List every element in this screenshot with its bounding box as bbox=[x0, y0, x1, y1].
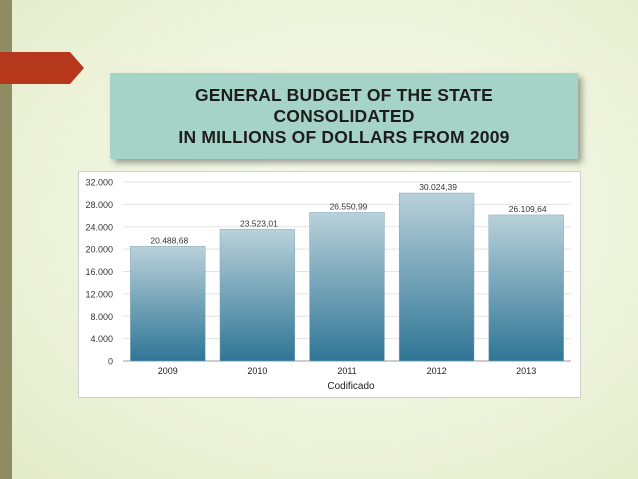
x-tick-label: 2010 bbox=[247, 366, 267, 376]
y-tick-label: 0 bbox=[108, 357, 113, 367]
x-tick-label: 2011 bbox=[337, 366, 356, 376]
y-tick-label: 24.000 bbox=[85, 222, 113, 232]
bar-2013 bbox=[488, 214, 564, 362]
bar-value-label: 23.523,01 bbox=[240, 218, 278, 228]
chart-panel: 0 4.000 8.000 12.000 16.000 20.000 24.000 28.00… bbox=[78, 171, 581, 398]
y-tick-label: 12.000 bbox=[85, 289, 113, 299]
y-tick-label: 4.000 bbox=[90, 334, 113, 344]
bar-chart: 0 4.000 8.000 12.000 16.000 20.000 24.000 28.00… bbox=[85, 178, 571, 392]
title-line-2: CONSOLIDATED bbox=[273, 105, 415, 126]
bar-2009 bbox=[130, 246, 206, 362]
arrow-tab-shape bbox=[0, 52, 84, 84]
bar-2012 bbox=[398, 192, 475, 362]
bar-2010 bbox=[219, 229, 296, 362]
y-tick-label: 8.000 bbox=[90, 312, 113, 322]
bar-value-label: 30.024,39 bbox=[419, 182, 457, 192]
bar-2011 bbox=[309, 212, 385, 362]
left-accent-bar bbox=[0, 0, 12, 479]
bar-value-label: 26.550,99 bbox=[330, 201, 368, 211]
y-tick-label: 16.000 bbox=[85, 267, 113, 277]
y-tick-label: 32.000 bbox=[85, 178, 113, 188]
y-tick-label: 20.000 bbox=[85, 245, 113, 255]
x-tick-label: 2009 bbox=[158, 366, 178, 376]
x-tick-label: 2013 bbox=[516, 366, 536, 376]
bar-value-label: 20.488,68 bbox=[150, 235, 188, 245]
y-tick-label: 28.000 bbox=[85, 200, 113, 210]
x-tick-label: 2012 bbox=[427, 366, 447, 376]
title-line-3: IN MILLIONS OF DOLLARS FROM 2009 bbox=[178, 126, 510, 147]
bar-value-label: 26.109,64 bbox=[509, 204, 547, 214]
title-line-1: GENERAL BUDGET OF THE STATE bbox=[194, 84, 494, 105]
x-axis-label: Codificado bbox=[327, 381, 375, 392]
title-box: GENERAL BUDGET OF THE STATE CONSOLIDATED… bbox=[110, 73, 578, 159]
